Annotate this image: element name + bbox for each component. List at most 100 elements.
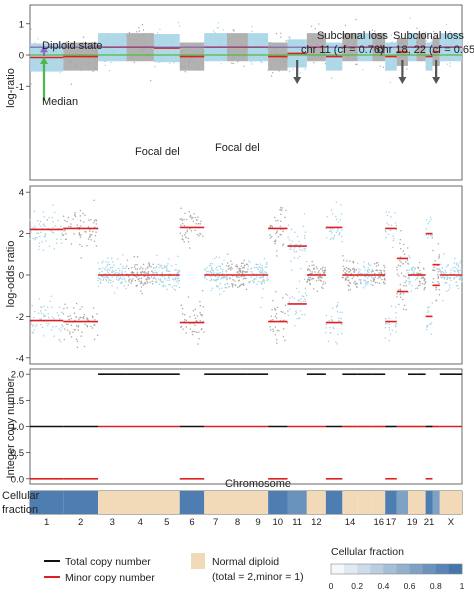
log-odds-point bbox=[323, 272, 325, 275]
log-ratio-point bbox=[374, 30, 376, 32]
log-odds-point bbox=[183, 313, 186, 316]
log-odds-point bbox=[445, 282, 447, 284]
log-odds-point bbox=[60, 238, 62, 241]
log-odds-point bbox=[44, 234, 46, 236]
log-odds-point bbox=[40, 306, 42, 308]
log-odds-point bbox=[225, 264, 228, 267]
log-odds-point bbox=[159, 279, 161, 281]
log-odds-point bbox=[345, 270, 348, 272]
log-odds-point bbox=[105, 279, 108, 282]
log-odds-point bbox=[408, 280, 410, 283]
log-odds-point bbox=[102, 279, 105, 281]
log-ratio-point bbox=[77, 49, 79, 51]
log-odds-point bbox=[456, 263, 458, 266]
log-ratio-point bbox=[177, 21, 180, 24]
log-odds-point bbox=[284, 339, 286, 341]
log-odds-point bbox=[255, 266, 257, 269]
log-odds-point bbox=[84, 230, 86, 233]
log-odds-point bbox=[139, 282, 142, 285]
log-odds-point bbox=[86, 317, 88, 319]
log-odds-point bbox=[37, 232, 40, 234]
log-odds-point bbox=[175, 278, 177, 280]
log-odds-point bbox=[400, 230, 402, 232]
log-ratio-point bbox=[146, 55, 149, 58]
log-odds-point bbox=[184, 212, 186, 214]
log-odds-point bbox=[108, 269, 111, 272]
log-odds-point bbox=[32, 324, 34, 326]
log-odds-point bbox=[70, 225, 72, 228]
log-ratio-point bbox=[309, 58, 311, 60]
log-odds-point bbox=[29, 318, 32, 320]
log-ratio-point bbox=[175, 33, 177, 36]
log-odds-point bbox=[455, 281, 458, 284]
log-odds-point bbox=[394, 306, 397, 308]
log-odds-point bbox=[38, 248, 40, 251]
log-odds-point bbox=[407, 272, 409, 274]
log-odds-point bbox=[445, 271, 447, 273]
log-ratio-point bbox=[412, 48, 414, 50]
log-odds-point bbox=[136, 271, 139, 274]
log-odds-point bbox=[430, 218, 432, 221]
y-tick-label: -2 bbox=[16, 312, 24, 323]
log-odds-point bbox=[147, 272, 149, 274]
log-odds-point bbox=[424, 282, 427, 284]
log-odds-point bbox=[440, 263, 442, 265]
log-odds-point bbox=[274, 333, 277, 336]
log-odds-point bbox=[51, 231, 54, 234]
log-odds-point bbox=[238, 272, 240, 275]
log-ratio-point bbox=[253, 51, 255, 53]
log-odds-point bbox=[338, 317, 340, 319]
log-odds-point bbox=[217, 278, 219, 280]
log-odds-point bbox=[375, 262, 378, 264]
log-ratio-point bbox=[118, 42, 120, 44]
log-odds-point bbox=[205, 270, 208, 272]
log-odds-point bbox=[86, 319, 88, 321]
log-odds-point bbox=[269, 329, 272, 331]
log-odds-point bbox=[197, 343, 199, 345]
log-odds-point bbox=[141, 282, 143, 284]
log-ratio-point bbox=[356, 51, 358, 54]
log-ratio-point bbox=[346, 39, 348, 41]
log-odds-point bbox=[410, 272, 413, 275]
log-ratio-point bbox=[453, 40, 455, 42]
log-ratio-point bbox=[142, 29, 145, 31]
log-odds-point bbox=[403, 275, 405, 277]
log-odds-point bbox=[90, 219, 92, 221]
log-odds-point bbox=[427, 237, 429, 239]
log-odds-point bbox=[277, 236, 280, 238]
log-odds-point bbox=[210, 272, 213, 274]
chr-11-cf-cell bbox=[287, 491, 307, 514]
log-odds-point bbox=[123, 285, 125, 287]
log-odds-point bbox=[175, 285, 178, 287]
log-ratio-point bbox=[339, 57, 341, 59]
log-odds-point bbox=[170, 265, 173, 267]
log-ratio-point bbox=[253, 56, 255, 58]
log-ratio-point bbox=[318, 23, 320, 25]
log-odds-point bbox=[255, 278, 257, 280]
log-odds-point bbox=[312, 277, 315, 280]
log-odds-point bbox=[90, 239, 92, 241]
log-ratio-point bbox=[183, 66, 185, 69]
log-odds-point bbox=[39, 323, 42, 326]
log-odds-point bbox=[199, 304, 202, 307]
log-odds-point bbox=[218, 272, 220, 275]
log-odds-point bbox=[128, 281, 130, 283]
log-odds-point bbox=[399, 265, 402, 267]
log-odds-point bbox=[259, 269, 262, 271]
log-odds-point bbox=[275, 290, 277, 293]
log-odds-point bbox=[162, 285, 164, 288]
log-odds-point bbox=[51, 316, 54, 318]
log-ratio-point bbox=[96, 44, 99, 46]
log-odds-point bbox=[445, 266, 448, 268]
log-odds-point bbox=[321, 267, 323, 270]
log-odds-point bbox=[212, 272, 215, 275]
log-ratio-point bbox=[231, 62, 233, 64]
log-ratio-point bbox=[272, 72, 274, 74]
log-odds-point bbox=[338, 234, 340, 236]
log-odds-point bbox=[271, 308, 273, 311]
log-odds-point bbox=[420, 277, 423, 279]
log-odds-point bbox=[344, 271, 346, 274]
log-odds-point bbox=[228, 285, 230, 288]
log-odds-point bbox=[275, 317, 278, 319]
log-odds-point bbox=[239, 270, 242, 273]
